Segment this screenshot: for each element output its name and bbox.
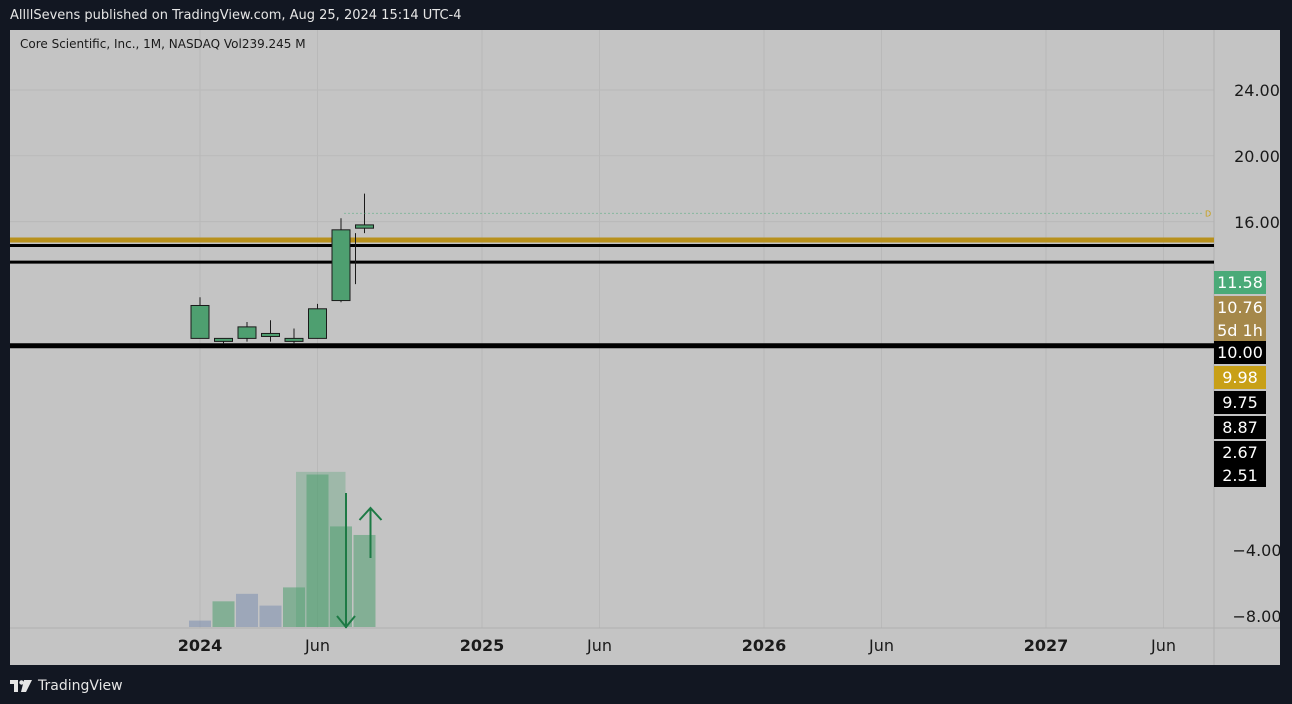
price-tick-label: 20.00 (1234, 147, 1280, 166)
price-label-box (1214, 391, 1266, 414)
candle-body (261, 332, 280, 337)
price-chart[interactable]: D 24.00 20.00 16.00 −4.00 −8.00 11.58 10.76 5d 1… (10, 30, 1280, 665)
price-label-box (1214, 441, 1266, 464)
volume-bar (306, 474, 329, 627)
volume-bar (353, 534, 376, 627)
published-header: AllllSevens published on TradingView.com… (0, 0, 1292, 30)
time-tick-label: 2025 (460, 636, 505, 655)
candle-body (355, 224, 374, 229)
time-tick-label: 2024 (178, 636, 223, 655)
published-text: AllllSevens published on TradingView.com… (10, 8, 462, 23)
volume-bar (212, 601, 235, 627)
price-label-box (1214, 366, 1266, 389)
price-label-text: 10.00 (1217, 343, 1263, 362)
price-label-text: 9.75 (1222, 393, 1258, 412)
chart-pane[interactable]: D 24.00 20.00 16.00 −4.00 −8.00 11.58 10.76 5d 1… (10, 30, 1280, 665)
candle-body (190, 304, 210, 339)
annotation-arrow-down-head (336, 615, 356, 629)
price-label-text: 2.51 (1222, 466, 1258, 485)
price-label-text: 5d 1h (1217, 321, 1263, 340)
legend-symbol: Core Scientific, Inc., 1M, NASDAQ (20, 37, 221, 51)
price-label-box (1214, 416, 1266, 439)
footer-brand[interactable]: TradingView (10, 675, 123, 697)
time-tick-label: Jun (1150, 636, 1176, 655)
price-label-box (1214, 319, 1266, 342)
price-label-box (1214, 296, 1266, 319)
time-tick-label: Jun (586, 636, 612, 655)
legend-volume: Vol239.245 M (223, 37, 306, 51)
chart-legend: Core Scientific, Inc., 1M, NASDAQ Vol239… (20, 37, 306, 51)
price-tick-label: −4.00 (1232, 541, 1280, 560)
volume-bar (330, 526, 352, 627)
volume-bar (189, 620, 211, 627)
volume-bar (259, 605, 282, 627)
price-label-text: 9.98 (1222, 368, 1258, 387)
price-label-text: 11.58 (1217, 273, 1263, 292)
price-label-text: 10.76 (1217, 298, 1263, 317)
price-label-box (1214, 341, 1266, 364)
price-tick-label: 24.00 (1234, 81, 1280, 100)
candle-body (214, 337, 233, 342)
current-price-marker: D (1205, 209, 1211, 218)
price-label-text: 8.87 (1222, 418, 1258, 437)
price-label-box (1214, 464, 1266, 487)
annotation-arrow-up-head (358, 506, 383, 521)
price-tick-label: −8.00 (1232, 607, 1280, 626)
candle-body (237, 326, 257, 339)
price-tick-label: 16.00 (1234, 213, 1280, 232)
price-label-text: 2.67 (1222, 443, 1258, 462)
candle-body (308, 308, 327, 339)
volume-bar (283, 587, 305, 627)
time-tick-label: Jun (304, 636, 330, 655)
tradingview-logo-icon (10, 680, 32, 692)
time-tick-label: 2026 (742, 636, 787, 655)
time-tick-label: 2027 (1024, 636, 1069, 655)
footer-brand-text: TradingView (38, 678, 123, 694)
volume-bar (236, 593, 258, 627)
time-tick-label: Jun (868, 636, 894, 655)
candle-body (331, 229, 351, 302)
price-label-box (1214, 271, 1266, 294)
candle-body (284, 337, 304, 342)
